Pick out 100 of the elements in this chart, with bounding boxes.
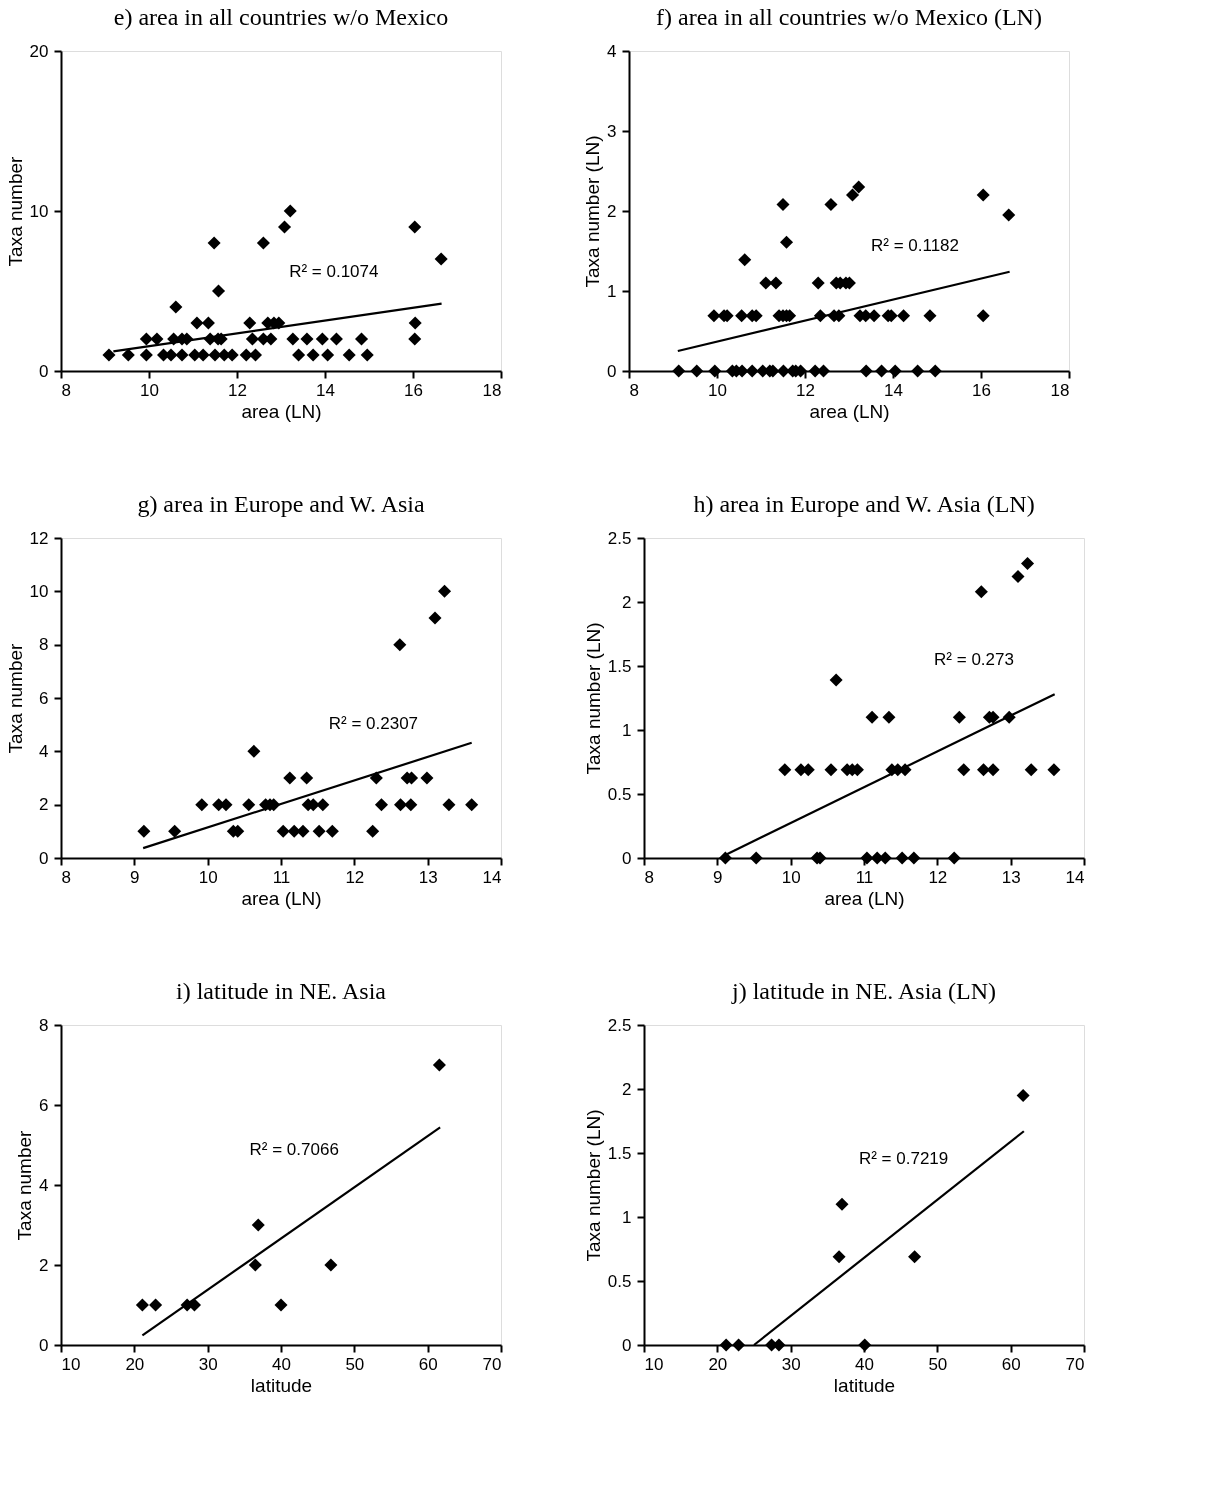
point (846, 188, 860, 202)
x-tick-label: 10 (61, 1354, 81, 1374)
y-tick-label: 1.5 (607, 1143, 632, 1163)
point (875, 364, 889, 378)
point (278, 220, 292, 234)
y-tick-label: 0.5 (607, 1271, 632, 1291)
point (360, 348, 374, 362)
point (824, 198, 838, 212)
point (860, 851, 874, 865)
x-tick-label: 10 (781, 867, 801, 887)
y-tick-label: 0.5 (607, 784, 632, 804)
point (420, 771, 434, 785)
chart-title: h) area in Europe and W. Asia (LN) (693, 491, 1035, 517)
point (325, 824, 339, 838)
x-tick-label: 16 (972, 380, 991, 400)
point (1011, 569, 1025, 583)
y-tick-label: 1.5 (607, 656, 632, 676)
point (374, 798, 388, 812)
x-tick-label: 13 (418, 867, 438, 887)
point (428, 611, 442, 625)
point (672, 364, 686, 378)
point (394, 798, 408, 812)
point (735, 309, 749, 323)
x-axis-title: latitude (250, 1374, 313, 1396)
annotation: R² = 0.1074 (289, 261, 379, 281)
y-axis-title: Taxa number (LN) (582, 135, 604, 288)
y-tick-label: 2 (622, 592, 632, 612)
point (438, 584, 452, 598)
point (976, 309, 990, 323)
y-tick-label: 0 (39, 361, 49, 381)
x-tick-label: 12 (796, 380, 815, 400)
point (911, 364, 925, 378)
point (952, 710, 966, 724)
point (342, 348, 356, 362)
point (865, 710, 879, 724)
x-axis-title: area (LN) (809, 400, 890, 422)
point (1047, 763, 1061, 777)
x-tick-label: 14 (1065, 867, 1085, 887)
point (316, 798, 330, 812)
point (207, 236, 221, 250)
point (824, 763, 838, 777)
point (434, 252, 448, 266)
y-tick-label: 6 (39, 1095, 49, 1115)
point (247, 744, 261, 758)
y-tick-label: 2.5 (607, 528, 632, 548)
y-tick-label: 0 (622, 1335, 632, 1355)
y-axis-title: Taxa number (4, 642, 26, 754)
point (776, 364, 790, 378)
x-axis-title: latitude (833, 1374, 896, 1396)
point (321, 348, 335, 362)
point (393, 638, 407, 652)
y-tick-label: 10 (29, 201, 49, 221)
point (867, 309, 881, 323)
x-tick-label: 12 (345, 867, 365, 887)
point (312, 824, 326, 838)
y-axis-title: Taxa number (LN) (582, 622, 604, 775)
point (306, 348, 320, 362)
chart-title: g) area in Europe and W. Asia (137, 491, 425, 517)
point (776, 198, 790, 212)
point (745, 364, 759, 378)
y-tick-label: 2 (607, 201, 617, 221)
point (408, 220, 422, 234)
x-tick-label: 50 (928, 1354, 948, 1374)
y-axis-title: Taxa number (14, 1129, 36, 1241)
y-tick-label: 8 (39, 1015, 49, 1035)
point (329, 332, 343, 346)
x-tick-label: 18 (1050, 380, 1070, 400)
point (923, 309, 937, 323)
y-tick-label: 0 (39, 1335, 49, 1355)
x-tick-label: 11 (855, 867, 874, 887)
point (859, 364, 873, 378)
point (408, 316, 422, 330)
x-tick-label: 16 (404, 380, 423, 400)
x-axis-title: area (LN) (241, 887, 322, 909)
point (121, 348, 135, 362)
y-axis-title: Taxa number (4, 155, 26, 267)
x-tick-label: 14 (884, 380, 903, 400)
point (195, 798, 209, 812)
y-tick-label: 2 (39, 1255, 49, 1275)
point (888, 364, 902, 378)
y-tick-label: 2 (39, 795, 49, 815)
point (976, 188, 990, 202)
x-tick-label: 8 (61, 380, 71, 400)
point (169, 300, 183, 314)
x-axis-title: area (LN) (241, 400, 322, 422)
point (243, 316, 257, 330)
y-tick-label: 8 (39, 635, 49, 655)
y-tick-label: 0 (622, 848, 632, 868)
x-tick-label: 30 (781, 1354, 801, 1374)
x-tick-label: 20 (708, 1354, 728, 1374)
x-tick-label: 8 (644, 867, 654, 887)
point (749, 851, 763, 865)
y-tick-label: 4 (39, 741, 49, 761)
point (292, 348, 306, 362)
y-tick-label: 4 (607, 41, 617, 61)
point (404, 798, 418, 812)
point (139, 348, 153, 362)
point (947, 851, 961, 865)
x-tick-label: 50 (345, 1354, 365, 1374)
x-tick-label: 14 (482, 867, 502, 887)
